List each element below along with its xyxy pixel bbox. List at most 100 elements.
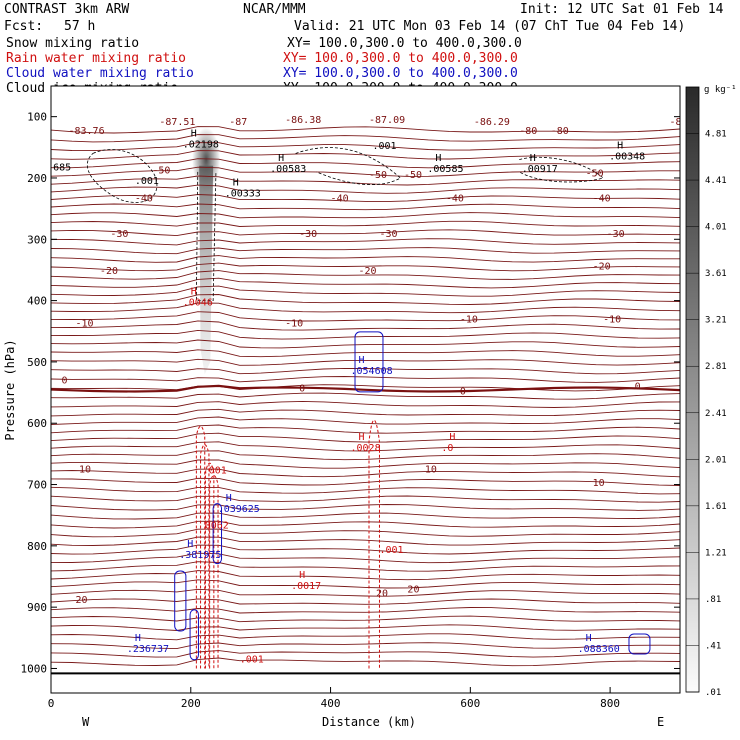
high-marker: H <box>191 287 197 298</box>
isotherm-line <box>51 294 680 305</box>
isotherm-line <box>51 376 680 383</box>
high-marker: H <box>278 153 284 164</box>
temperature-label: 10 <box>425 464 437 475</box>
temperature-label: -86.29 <box>474 117 510 128</box>
snow-contour <box>87 149 158 203</box>
isotherm-line <box>51 615 680 623</box>
temperature-label: -83.76 <box>68 126 104 137</box>
isotherm-line <box>51 512 680 520</box>
high-marker: H <box>187 539 193 550</box>
plot-layer: -83.76 -87.51 -87 -86.38 -87.09 -86.29 -80 -80 -… <box>51 115 680 675</box>
temperature-label: 10 <box>79 464 91 475</box>
rain-contour <box>368 419 380 669</box>
isotherm-line <box>51 194 680 203</box>
y-tick-label: 200 <box>27 172 47 185</box>
valid-time: Valid: 21 UTC Mon 03 Feb 14 (07 ChT Tue … <box>294 19 685 34</box>
forecast-label: Fcst: <box>4 19 43 34</box>
colorbar-tick-label: 2.81 <box>705 362 727 372</box>
isotherm-line <box>51 570 680 581</box>
isotherm-line <box>51 142 680 152</box>
isotherm-line <box>51 229 680 237</box>
isotherm-line <box>51 134 680 143</box>
high-marker: H <box>191 128 197 139</box>
temperature-label: -10 <box>460 315 478 326</box>
isotherm-line <box>51 520 680 529</box>
contour-value-label: .001 <box>203 465 227 476</box>
temperature-label: -20 <box>100 266 118 277</box>
isotherm-line <box>51 468 680 478</box>
y-tick-label: 400 <box>27 295 47 308</box>
temperature-label: -87.51 <box>159 117 195 128</box>
snow-plume-core <box>192 127 221 192</box>
high-value-label: .054608 <box>350 366 392 377</box>
y-tick-label: 300 <box>27 233 47 246</box>
temperature-label: -10 <box>603 315 621 326</box>
y-tick-label: 800 <box>27 540 47 553</box>
temperature-label: -10 <box>75 318 93 329</box>
high-marker: H <box>617 141 623 152</box>
high-marker: H <box>358 432 364 443</box>
high-value-label: .0028 <box>350 443 380 454</box>
y-tick-label: 600 <box>27 417 47 430</box>
high-value-label: .0046 <box>183 298 213 309</box>
model-title: CONTRAST 3km ARW <box>4 2 129 17</box>
rain-contour <box>200 444 210 669</box>
high-value-label: .039625 <box>218 504 260 515</box>
x-tick-label: 200 <box>181 697 201 710</box>
colorbar-tick-label: 3.21 <box>705 316 727 326</box>
snow-plume-column <box>199 165 214 375</box>
high-marker: H <box>435 153 441 164</box>
isotherm-line <box>51 203 680 211</box>
colorbar-unit: g kg⁻¹ <box>704 85 737 95</box>
isotherm-line <box>51 220 680 227</box>
high-value-label: .02198 <box>183 139 219 150</box>
contour-value-label: .001 <box>135 176 159 187</box>
y-tick-label: 900 <box>27 601 47 614</box>
isotherm-line <box>51 302 680 314</box>
isotherm-line <box>51 329 680 340</box>
colorbar-tick-label: 2.41 <box>705 409 727 419</box>
temperature-label: -50 <box>586 169 604 180</box>
field-cloudwater-xy: XY= 100.0,300.0 to 400.0,300.0 <box>283 66 518 81</box>
isotherm-line <box>51 441 680 452</box>
rain-contour <box>204 462 215 669</box>
temperature-label: -87 <box>229 117 247 128</box>
high-value-label: .00583 <box>270 164 306 175</box>
colorbar-labels: 4.81 4.41 4.01 3.61 3.21 2.81 2.41 2.01 1.61 1.21… <box>686 130 727 698</box>
isotherm-line <box>51 184 680 194</box>
y-tick-label: 100 <box>27 111 47 124</box>
isotherm-line <box>51 262 680 272</box>
isotherm-line <box>51 238 680 246</box>
isotherm-line <box>51 408 680 417</box>
isotherm-line <box>51 432 680 443</box>
high-marker: H <box>358 355 364 366</box>
temperature-label: -50 <box>152 166 170 177</box>
cloud-water-contour <box>174 570 187 632</box>
temperature-label: 20 <box>376 589 388 600</box>
temperature-label: -50 <box>369 170 387 181</box>
isotherm-line <box>51 400 680 408</box>
temperature-label: -40 <box>331 193 349 204</box>
isotherm-line <box>51 311 680 322</box>
high-value-label: .00333 <box>225 188 261 199</box>
temperature-label: -80 <box>519 126 537 137</box>
x-tick-label: 600 <box>460 697 480 710</box>
cloud-water-contour <box>628 633 651 655</box>
isotherm-line <box>51 349 680 358</box>
field-cloudwater-name: Cloud water mixing ratio <box>6 66 194 81</box>
temperature-label: -30 <box>299 229 317 240</box>
plot-frame <box>50 85 681 694</box>
isotherm-line <box>51 504 680 511</box>
isotherm-line <box>51 320 680 331</box>
isotherm-line <box>51 536 680 546</box>
isotherm-line <box>51 607 680 614</box>
temperature-label: -86.38 <box>285 115 321 126</box>
temperature-label: 0 <box>460 386 466 397</box>
isotherm-line <box>51 486 680 495</box>
colorbar-tick-label: 4.01 <box>705 223 727 233</box>
high-marker: H <box>449 432 455 443</box>
isotherm-line <box>51 552 680 564</box>
isotherm-line <box>51 158 680 169</box>
